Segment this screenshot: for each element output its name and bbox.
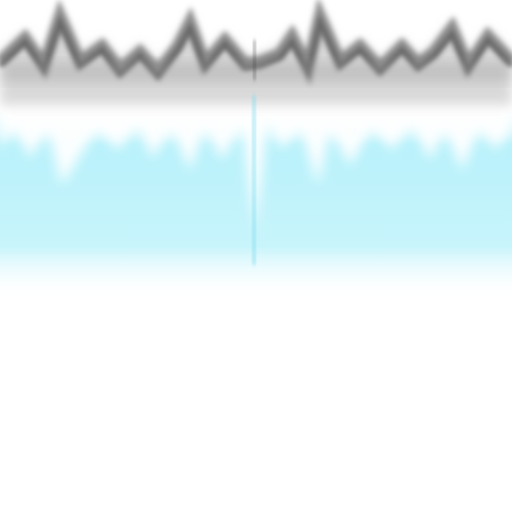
dark-seam xyxy=(253,40,256,80)
cyan-seam xyxy=(252,95,256,265)
